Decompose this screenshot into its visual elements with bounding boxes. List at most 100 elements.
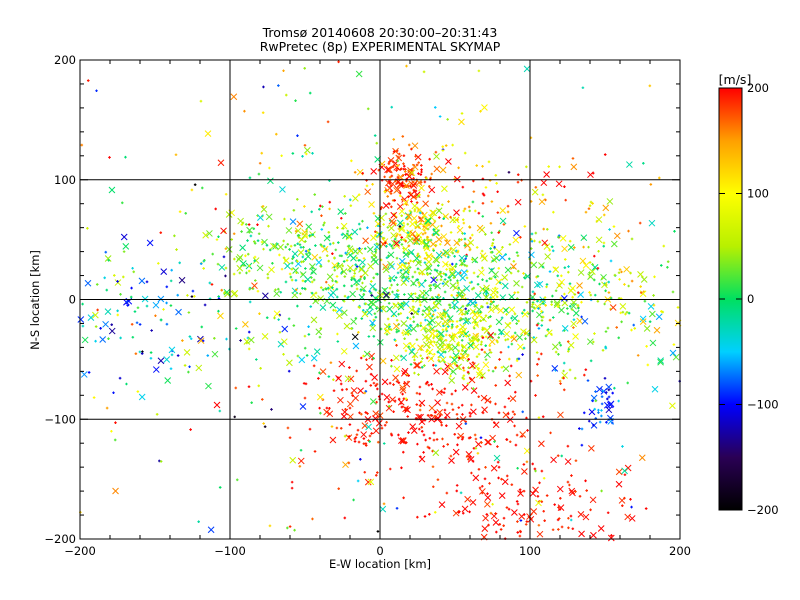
point-plus: [606, 397, 609, 401]
point-plus: [566, 340, 570, 343]
point-plus: [107, 337, 110, 341]
point-x: [597, 525, 605, 532]
point-plus: [138, 350, 142, 354]
point-plus: [461, 511, 465, 515]
point-x: [361, 310, 369, 318]
point-plus: [389, 279, 392, 283]
point-x: [469, 362, 476, 370]
point-plus: [422, 215, 426, 218]
point-x: [239, 244, 246, 252]
point-plus: [495, 295, 499, 299]
point-plus: [353, 437, 357, 441]
point-plus: [447, 200, 450, 203]
point-x: [606, 198, 614, 205]
point-x: [669, 402, 676, 410]
point-x: [621, 467, 628, 475]
point-x: [558, 306, 565, 314]
point-plus: [623, 283, 626, 286]
point-x: [195, 364, 203, 372]
point-plus: [240, 223, 244, 226]
point-plus: [487, 160, 491, 164]
point-plus: [423, 257, 427, 260]
point-plus: [645, 345, 648, 348]
point-plus: [515, 251, 519, 254]
point-plus: [398, 233, 402, 237]
point-plus: [396, 271, 400, 275]
point-plus: [257, 384, 261, 388]
point-plus: [600, 414, 603, 418]
point-plus: [497, 336, 501, 339]
point-x: [504, 266, 512, 274]
point-plus: [428, 512, 431, 516]
point-plus: [578, 495, 582, 498]
point-plus: [259, 367, 262, 370]
point-x: [588, 445, 595, 452]
point-plus: [467, 309, 470, 312]
point-plus: [518, 534, 522, 538]
point-plus: [673, 230, 676, 233]
point-plus: [350, 327, 353, 330]
point-plus: [433, 414, 437, 418]
point-plus: [671, 290, 675, 294]
point-plus: [520, 435, 524, 438]
point-x: [481, 406, 488, 414]
point-plus: [423, 261, 427, 264]
point-plus: [491, 259, 495, 263]
point-plus: [390, 105, 394, 109]
point-x: [580, 234, 588, 242]
point-plus: [403, 170, 407, 173]
point-plus: [346, 296, 349, 300]
colorbar-tick-label: −100: [747, 398, 779, 412]
point-plus: [421, 309, 425, 313]
point-x: [459, 323, 467, 331]
point-plus: [455, 484, 459, 487]
point-plus: [466, 319, 469, 322]
point-plus: [553, 266, 557, 270]
point-plus: [556, 454, 560, 457]
point-plus: [661, 310, 665, 314]
point-x: [602, 204, 610, 212]
point-plus: [413, 209, 417, 213]
point-x: [225, 246, 233, 253]
point-plus: [162, 308, 165, 311]
point-plus: [443, 215, 446, 219]
point-plus: [253, 242, 257, 245]
point-x: [152, 366, 160, 373]
point-plus: [387, 400, 391, 404]
point-plus: [293, 528, 296, 532]
point-x: [438, 501, 446, 508]
point-plus: [625, 310, 629, 314]
point-x: [508, 293, 516, 301]
point-x: [205, 382, 212, 390]
point-plus: [421, 313, 425, 316]
point-plus: [518, 488, 522, 492]
point-x: [538, 198, 546, 206]
point-plus: [627, 311, 631, 315]
point-x: [561, 245, 568, 253]
point-plus: [390, 364, 393, 368]
point-x: [595, 236, 603, 244]
point-plus: [380, 205, 383, 209]
point-x: [435, 251, 443, 259]
point-plus: [332, 256, 336, 260]
point-plus: [601, 277, 604, 280]
point-plus: [183, 364, 187, 367]
point-x: [451, 344, 459, 352]
point-plus: [460, 238, 463, 241]
point-x: [672, 353, 680, 361]
point-plus: [419, 181, 423, 184]
point-x: [410, 427, 418, 435]
point-plus: [534, 469, 537, 473]
point-x: [401, 367, 409, 375]
point-plus: [186, 294, 189, 297]
point-x: [558, 278, 565, 286]
point-plus: [339, 426, 343, 430]
point-plus: [256, 239, 260, 242]
point-plus: [577, 306, 580, 310]
point-plus: [508, 322, 512, 325]
point-x: [230, 290, 238, 298]
point-x: [168, 346, 176, 354]
point-plus: [412, 320, 416, 324]
